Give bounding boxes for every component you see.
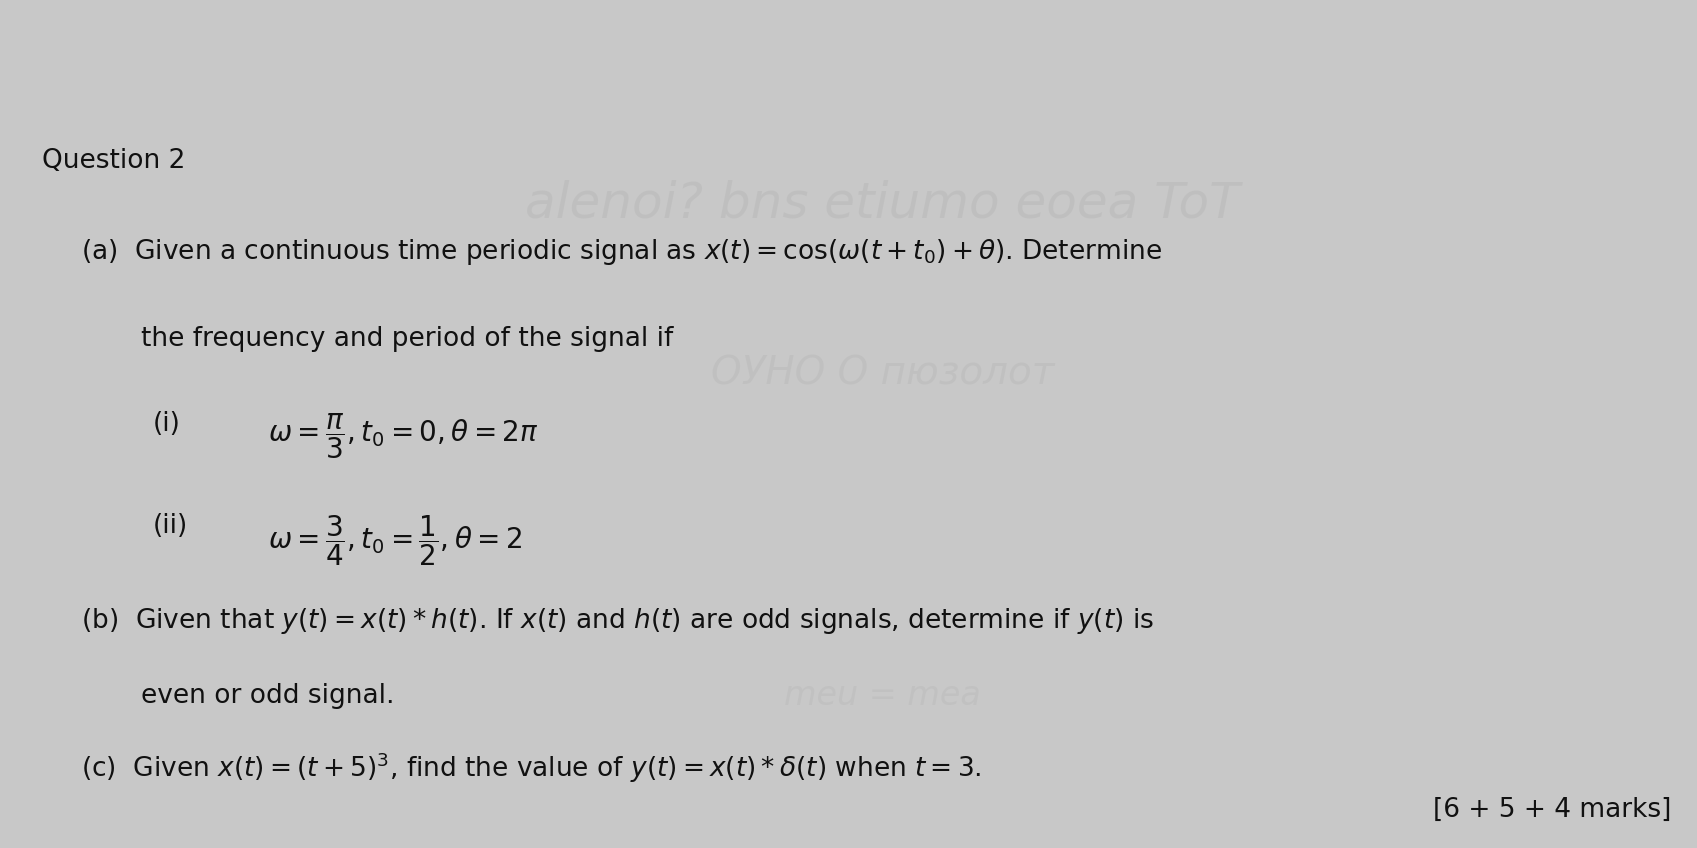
Text: (ii): (ii) (153, 513, 188, 539)
Text: Question 2: Question 2 (42, 148, 185, 175)
Text: $\omega = \dfrac{3}{4}, t_0 = \dfrac{1}{2}, \theta = 2$: $\omega = \dfrac{3}{4}, t_0 = \dfrac{1}{… (268, 513, 523, 567)
Text: meu = mea: meu = mea (784, 679, 981, 711)
Text: (b)  Given that $y(t) = x(t) * h(t)$. If $x(t)$ and $h(t)$ are odd signals, dete: (b) Given that $y(t) = x(t) * h(t)$. If … (81, 606, 1154, 636)
Text: $\omega = \dfrac{\pi}{3}, t_0 = 0, \theta = 2\pi$: $\omega = \dfrac{\pi}{3}, t_0 = 0, \thet… (268, 411, 538, 461)
Text: (a)  Given a continuous time periodic signal as $x(t) = \cos(\omega(t + t_0) + \: (a) Given a continuous time periodic sig… (81, 237, 1162, 267)
Text: (i): (i) (153, 411, 180, 438)
Text: [6 + 5 + 4 marks]: [6 + 5 + 4 marks] (1434, 796, 1672, 823)
Text: alenoi? bns etiumo eoea ToT: alenoi? bns etiumo eoea ToT (524, 180, 1241, 227)
Text: the frequency and period of the signal if: the frequency and period of the signal i… (141, 326, 674, 353)
Text: even or odd signal.: even or odd signal. (141, 683, 394, 709)
Text: (c)  Given $x(t) = (t + 5)^3$, find the value of $y(t) = x(t) * \delta(t)$ when : (c) Given $x(t) = (t + 5)^3$, find the v… (81, 750, 983, 785)
Text: ОУНО О пюзолот: ОУНО О пюзолот (711, 354, 1054, 392)
